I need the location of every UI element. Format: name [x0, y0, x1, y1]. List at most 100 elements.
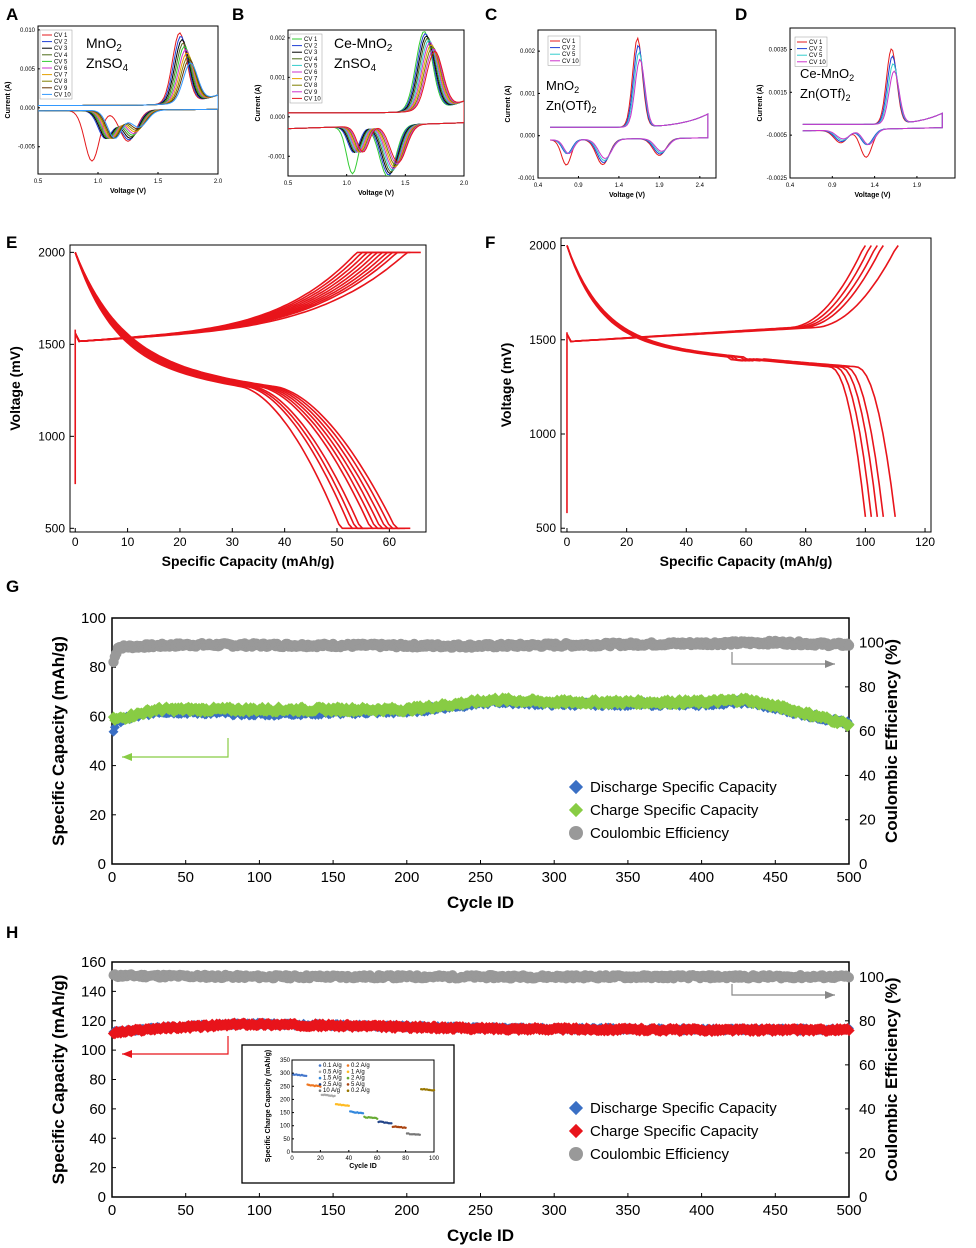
panel-label: B — [232, 5, 244, 24]
y-tick-label: 500 — [536, 521, 556, 535]
legend-label: CV 4 — [304, 57, 318, 63]
charge-curve — [566, 245, 872, 343]
y-right-tick-label: 0 — [859, 856, 867, 873]
y-tick-label: 0.0035 — [769, 47, 788, 53]
annotation-part: Ce-MnO — [800, 66, 849, 81]
legend-marker — [569, 826, 583, 840]
x-tick-label: 100 — [429, 1156, 440, 1162]
inset-legend-marker — [318, 1064, 322, 1067]
inset-legend-marker — [318, 1089, 322, 1092]
annotation-part: Ce-MnO — [334, 35, 387, 51]
panel-A: A 0.5 1.0 1.5 2.0 -0.005 0.000 0.005 0.010 Voltag… — [5, 5, 223, 195]
annotation-part: 2 — [849, 73, 854, 83]
legend-label: CV 4 — [54, 53, 68, 59]
legend-label: Charge Specific Capacity — [590, 1123, 759, 1140]
annotation-line: MnO2 — [546, 78, 579, 95]
annotation-line: Ce-MnO2 — [800, 66, 854, 83]
plot-frame — [111, 617, 850, 865]
y-tick-label: 20 — [89, 807, 106, 824]
legend: CV 1CV 2CV 5CV 10 — [794, 36, 828, 67]
y-tick-label: 0.010 — [20, 28, 36, 34]
y-tick-label: 0 — [287, 1150, 291, 1156]
charge-curve — [74, 251, 411, 343]
y-axis-label: Voltage (mV) — [498, 343, 514, 428]
annotation-line: Zn(OTf)2 — [546, 98, 597, 115]
x-axis-label: Specific Capacity (mAh/g) — [660, 553, 833, 569]
x-tick-label: 50 — [177, 869, 194, 886]
x-tick-label: 60 — [374, 1156, 381, 1162]
y-tick-label: 150 — [280, 1111, 291, 1117]
arrow-line — [731, 652, 835, 665]
inset-point — [347, 1104, 350, 1108]
x-tick-label: 400 — [689, 1202, 714, 1219]
y-tick-label: 160 — [81, 954, 106, 971]
arrow-to-left-axis — [122, 738, 229, 761]
inset-point — [418, 1133, 421, 1137]
discharge-curve — [74, 252, 411, 530]
y-tick-label: -0.001 — [268, 154, 286, 160]
annotation: MnO2 Zn(OTf)2 — [546, 78, 597, 115]
legend-marker — [568, 802, 584, 818]
x-tick-label: 1.4 — [870, 183, 879, 189]
x-axis-label: Voltage (V) — [110, 188, 146, 195]
x-tick-label: 40 — [278, 535, 292, 549]
legend-label: CV 7 — [304, 77, 318, 83]
annotation-line: ZnSO4 — [334, 55, 377, 74]
x-tick-label: 2.4 — [696, 183, 705, 189]
x-tick-label: 250 — [468, 1202, 493, 1219]
cv-curve — [550, 58, 709, 159]
legend-marker — [568, 1123, 584, 1139]
y-tick-label: 40 — [89, 758, 106, 775]
y-right-axis-label: Coulombic Efficiency (%) — [882, 977, 901, 1181]
panel-label: F — [485, 233, 495, 252]
y-tick-label: -0.0025 — [767, 176, 788, 182]
cv-curve — [802, 70, 943, 145]
y-axis-label: Current (A) — [757, 85, 764, 122]
y-tick-label: 40 — [89, 1130, 106, 1147]
x-tick-label: 40 — [680, 535, 694, 549]
x-axis-label: Voltage (V) — [358, 190, 394, 197]
y-tick-label: 1500 — [38, 337, 65, 351]
inset-legend-label: 1.5 A/g — [323, 1076, 342, 1082]
curves — [566, 245, 899, 518]
x-tick-label: 0 — [72, 535, 79, 549]
legend-label: CV 6 — [54, 66, 68, 72]
x-tick-label: 60 — [383, 535, 397, 549]
curves — [550, 36, 709, 166]
y-axis-label: Specific Charge Capacity (mAh/g) — [265, 1050, 272, 1162]
charge-point — [843, 1024, 855, 1037]
annotation-line: ZnSO4 — [86, 55, 129, 74]
y-tick-label: 2000 — [38, 245, 65, 259]
discharge-curve — [566, 245, 867, 517]
discharge-curve — [74, 252, 385, 530]
cv-curve — [38, 62, 218, 139]
inset-legend-label: 0.2 A/g — [351, 1063, 370, 1069]
inset-legend-marker — [346, 1083, 350, 1086]
y-tick-label: 200 — [280, 1097, 291, 1103]
panel-label: E — [6, 233, 17, 252]
y-tick-label: 1000 — [38, 429, 65, 443]
x-axis-label: Voltage (V) — [854, 192, 890, 199]
inset-legend-label: 5 A/g — [351, 1082, 365, 1088]
annotation-line: Ce-MnO2 — [334, 35, 392, 54]
inset-legend: 0.1 A/g 0.2 A/g 0.5 A/g 1 A/g 1.5 A/g 2 A/g 2.… — [318, 1063, 370, 1094]
x-tick-label: 1.0 — [342, 181, 351, 187]
inset-point — [319, 1085, 322, 1088]
inset-legend-label: 1 A/g — [351, 1069, 365, 1075]
arrow-line — [122, 1036, 229, 1055]
panel-label: C — [485, 5, 497, 24]
annotation-part: 4 — [371, 63, 377, 74]
cv-curve — [288, 50, 464, 163]
x-tick-label: 1.5 — [154, 179, 163, 185]
inset-legend-marker — [318, 1076, 322, 1080]
x-axis-label: Specific Capacity (mAh/g) — [162, 553, 335, 569]
legend-label: CV 1 — [304, 37, 318, 43]
panel-label: D — [735, 5, 747, 24]
inset-legend-marker — [346, 1070, 350, 1074]
data-points — [107, 969, 855, 1040]
curves — [288, 31, 464, 176]
legend-marker — [568, 1100, 584, 1116]
y-tick-label: 60 — [89, 708, 106, 725]
arrow-head — [122, 1050, 132, 1058]
